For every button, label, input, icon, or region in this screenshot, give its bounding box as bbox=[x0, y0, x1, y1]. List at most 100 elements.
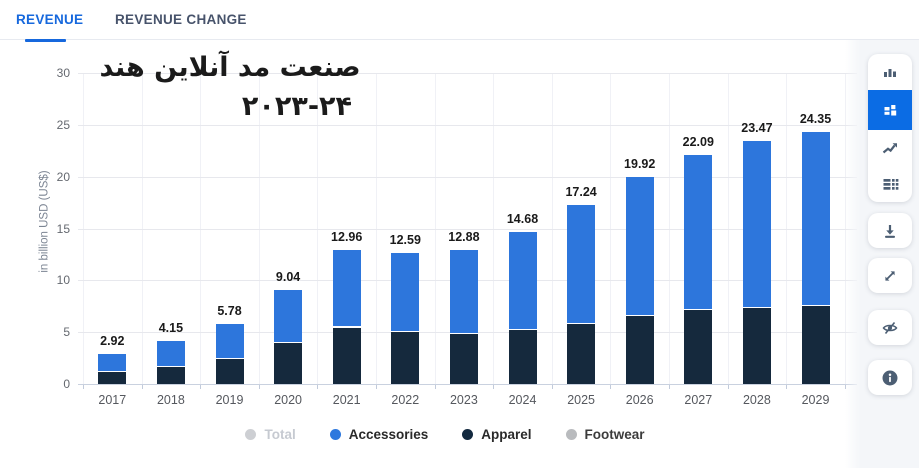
x-axis-tick bbox=[434, 385, 436, 389]
bar-segment-accessories[interactable] bbox=[274, 290, 303, 343]
bar-total-label: 19.92 bbox=[624, 157, 656, 172]
hide-series-icon[interactable] bbox=[868, 310, 912, 345]
x-category-label: 2023 bbox=[449, 393, 478, 407]
stacked-chart-icon[interactable] bbox=[868, 90, 912, 130]
bar-segment-accessories[interactable] bbox=[332, 249, 361, 328]
x-category-label: 2019 bbox=[215, 393, 244, 407]
bar-segment-apparel[interactable] bbox=[156, 367, 185, 384]
legend-dot-apparel bbox=[462, 428, 474, 440]
x-axis-tick bbox=[200, 385, 202, 389]
bar-total-label: 5.78 bbox=[217, 304, 242, 319]
y-tick-label: 30 bbox=[56, 66, 70, 80]
legend-dot-accessories bbox=[329, 428, 341, 440]
download-icon[interactable] bbox=[868, 213, 912, 248]
tab-revenue-change[interactable]: REVENUE CHANGE bbox=[115, 0, 247, 40]
legend-dot-total bbox=[245, 428, 257, 440]
y-tick-label: 15 bbox=[56, 221, 70, 236]
x-axis-line bbox=[78, 384, 857, 385]
x-axis-tick bbox=[141, 385, 143, 389]
bar-segment-apparel[interactable] bbox=[625, 315, 654, 384]
bar-segment-apparel[interactable] bbox=[215, 359, 244, 384]
bar-segment-accessories[interactable] bbox=[742, 140, 771, 309]
hide-series-card bbox=[868, 310, 912, 345]
chart-title: صنعت مد آنلاین هند ۲۰۲۳-۲۴ bbox=[90, 48, 370, 126]
tab-revenue[interactable]: REVENUE bbox=[16, 0, 84, 42]
bar-total-label: 24.35 bbox=[799, 111, 832, 126]
fullscreen-icon[interactable] bbox=[868, 258, 912, 293]
active-tab-underline bbox=[25, 39, 66, 42]
tab-revenue-change-label: REVENUE CHANGE bbox=[115, 12, 247, 27]
bar-segment-apparel[interactable] bbox=[684, 310, 713, 384]
x-axis-tick bbox=[551, 385, 553, 389]
bar-total-label: 12.59 bbox=[389, 233, 421, 248]
legend-label: Total bbox=[264, 426, 296, 442]
legend-item-accessories[interactable]: Accessories bbox=[329, 426, 429, 442]
trend-chart-icon[interactable] bbox=[868, 130, 912, 166]
x-category-label: 2025 bbox=[567, 393, 595, 407]
chart-plot-area: 0 5 10 15 20 25 30 2.92 2017 4.15 2018 5.78 2019 9.04… bbox=[0, 40, 870, 468]
tab-bar: REVENUE REVENUE CHANGE bbox=[0, 0, 919, 42]
bar-segment-apparel[interactable] bbox=[567, 323, 596, 384]
horizontal-gridline bbox=[78, 73, 857, 74]
sidebar bbox=[861, 40, 919, 468]
column-chart-icon[interactable] bbox=[868, 54, 912, 90]
bar-segment-apparel[interactable] bbox=[274, 342, 303, 384]
bar-total-label: 22.09 bbox=[682, 135, 714, 149]
fullscreen-card bbox=[868, 258, 912, 293]
bar-segment-apparel[interactable] bbox=[742, 308, 771, 384]
x-axis-tick bbox=[610, 385, 612, 389]
bar-total-label: 9.04 bbox=[275, 270, 301, 285]
bar-segment-accessories[interactable] bbox=[567, 205, 596, 324]
bar-segment-apparel[interactable] bbox=[449, 334, 478, 384]
bar-segment-apparel[interactable] bbox=[332, 327, 361, 384]
x-axis-tick bbox=[493, 385, 495, 389]
bar-segment-accessories[interactable] bbox=[449, 250, 478, 335]
y-tick-label: 25 bbox=[56, 117, 70, 132]
bar-segment-apparel[interactable] bbox=[98, 372, 127, 384]
bar-total-label: 14.68 bbox=[506, 211, 539, 226]
x-category-label: 2029 bbox=[801, 393, 830, 407]
x-category-label: 2024 bbox=[508, 393, 537, 407]
x-category-label: 2020 bbox=[274, 393, 302, 407]
info-icon[interactable] bbox=[868, 360, 912, 395]
chart-title-line1: صنعت مد آنلاین هند bbox=[99, 52, 361, 83]
x-axis-tick bbox=[258, 385, 260, 389]
legend-label: Apparel bbox=[481, 426, 532, 442]
bar-total-label: 12.96 bbox=[331, 229, 363, 244]
bar-segment-accessories[interactable] bbox=[625, 177, 654, 316]
download-card bbox=[868, 213, 912, 248]
x-axis-tick bbox=[669, 385, 670, 389]
bar-segment-accessories[interactable] bbox=[684, 155, 713, 311]
legend-label: Footwear bbox=[584, 426, 645, 442]
sidebar-fade bbox=[845, 40, 861, 468]
bar-segment-accessories[interactable] bbox=[508, 231, 537, 331]
bar-segment-accessories[interactable] bbox=[391, 253, 420, 333]
bar-segment-accessories[interactable] bbox=[98, 353, 127, 373]
x-axis-tick bbox=[376, 385, 377, 389]
bar-segment-accessories[interactable] bbox=[801, 131, 830, 307]
legend-item-total[interactable]: Total bbox=[245, 426, 296, 442]
legend-item-apparel[interactable]: Apparel bbox=[462, 426, 532, 442]
x-category-label: 2017 bbox=[98, 393, 127, 407]
legend-label: Accessories bbox=[348, 426, 429, 442]
x-category-label: 2028 bbox=[742, 393, 771, 407]
legend-item-footwear[interactable]: Footwear bbox=[565, 426, 645, 442]
x-axis-tick bbox=[786, 385, 788, 389]
x-category-label: 2026 bbox=[625, 393, 654, 407]
horizontal-gridline bbox=[78, 176, 857, 178]
y-tick-label: 20 bbox=[56, 169, 70, 184]
x-category-label: 2022 bbox=[391, 393, 420, 407]
bar-segment-apparel[interactable] bbox=[508, 330, 537, 384]
x-axis-tick bbox=[83, 385, 84, 389]
tab-revenue-label: REVENUE bbox=[16, 12, 84, 27]
data-table-icon[interactable] bbox=[868, 166, 912, 202]
bar-segment-accessories[interactable] bbox=[215, 324, 244, 360]
bar-segment-apparel[interactable] bbox=[391, 332, 420, 384]
bar-total-label: 17.24 bbox=[565, 185, 597, 200]
y-tick-label: 10 bbox=[56, 273, 70, 288]
bar-segment-accessories[interactable] bbox=[156, 340, 185, 368]
y-tick-label: 5 bbox=[63, 325, 70, 340]
horizontal-gridline bbox=[78, 228, 857, 230]
info-card bbox=[868, 360, 912, 395]
bar-segment-apparel[interactable] bbox=[801, 306, 830, 384]
